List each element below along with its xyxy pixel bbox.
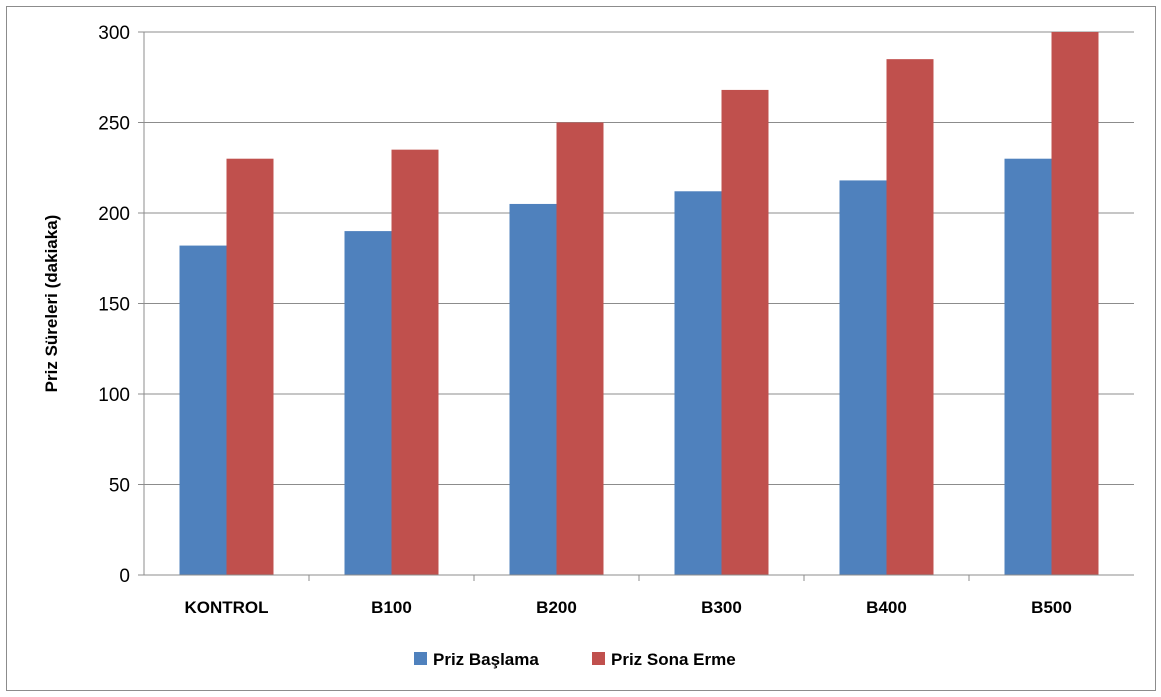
bar-priz-ba-lama-b100 — [344, 231, 392, 575]
bar-chart: 0 50 100 150 200 250 300 KONTROL B100 B200 B300 B4… — [42, 23, 1134, 669]
chart-frame: 0 50 100 150 200 250 300 KONTROL B100 B200 B300 B4… — [6, 6, 1156, 691]
y-tick-label: 100 — [98, 385, 130, 406]
y-axis-title: Priz Süreleri (dakiaka) — [42, 215, 61, 393]
bar-priz-sona-erme-b100 — [391, 149, 439, 575]
legend: Priz Başlama Priz Sona Erme — [414, 650, 736, 669]
bar-priz-sona-erme-b500 — [1051, 32, 1099, 575]
bar-priz-ba-lama-b500 — [1004, 158, 1052, 575]
legend-swatch — [592, 652, 605, 665]
y-tick-labels: 0 50 100 150 200 250 300 — [98, 23, 130, 587]
bar-priz-ba-lama-b200 — [509, 203, 557, 575]
x-tick-label: B500 — [1031, 598, 1072, 617]
x-tick-label: B400 — [866, 598, 907, 617]
bar-priz-sona-erme-b300 — [721, 89, 769, 576]
y-tick-label: 50 — [109, 476, 130, 497]
y-tick-label: 300 — [98, 23, 130, 44]
y-tick-label: 150 — [98, 295, 130, 316]
gridlines — [138, 31, 1134, 581]
bar-priz-ba-lama-kontrol — [179, 245, 227, 575]
y-tick-label: 0 — [119, 566, 130, 587]
bar-priz-sona-erme-kontrol — [226, 158, 274, 575]
x-tick-label: B100 — [371, 598, 412, 617]
legend-label: Priz Başlama — [433, 650, 539, 669]
bars — [179, 32, 1099, 576]
bar-priz-ba-lama-b300 — [674, 191, 722, 575]
x-tick-label: KONTROL — [184, 598, 268, 617]
y-tick-label: 200 — [98, 204, 130, 225]
x-tick-label: B200 — [536, 598, 577, 617]
x-tick-label: B300 — [701, 598, 742, 617]
bar-priz-sona-erme-b400 — [886, 59, 934, 575]
bar-priz-sona-erme-b200 — [556, 122, 604, 575]
x-tick-labels: KONTROL B100 B200 B300 B400 B500 — [184, 598, 1071, 617]
legend-swatch — [414, 652, 427, 665]
axes — [143, 32, 1134, 576]
bar-priz-ba-lama-b400 — [839, 180, 887, 576]
y-tick-label: 250 — [98, 114, 130, 135]
legend-label: Priz Sona Erme — [611, 650, 736, 669]
